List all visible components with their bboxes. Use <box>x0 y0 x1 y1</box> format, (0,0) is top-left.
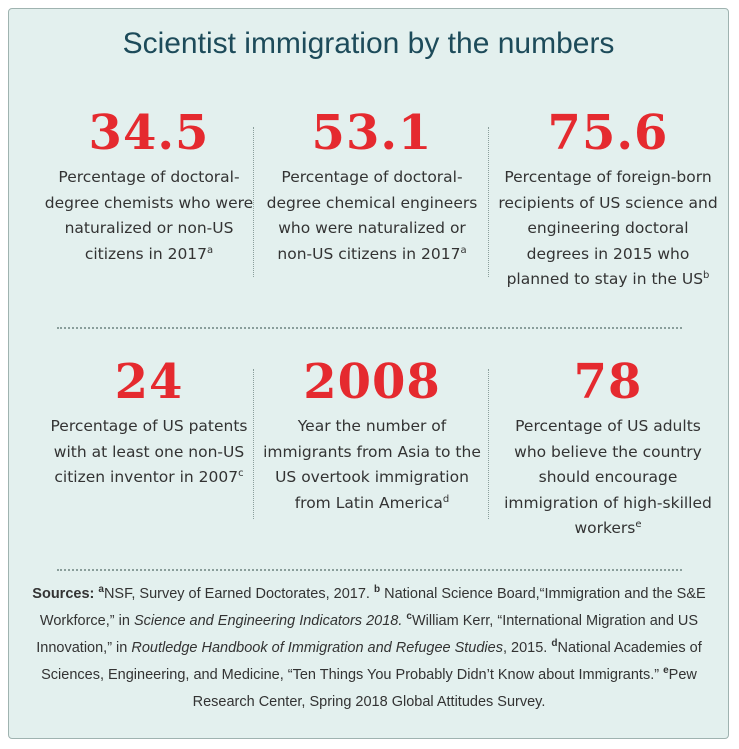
sources-note: Sources: aNSF, Survey of Earned Doctorat… <box>32 584 706 710</box>
row-divider <box>57 327 682 329</box>
stat-description: Percentage of doctoral-degree chemists w… <box>44 168 254 263</box>
stat-number: 24 <box>114 354 184 410</box>
footnote-marker: b <box>703 269 710 281</box>
stat-number: 53.1 <box>311 105 433 161</box>
stat-number: 2008 <box>303 354 441 410</box>
stat-number: 78 <box>573 354 643 410</box>
stat-1: 34.5 Percentage of doctoral-degree chemi… <box>39 107 259 267</box>
footnote-marker: a <box>207 244 214 256</box>
column-divider <box>488 127 489 277</box>
footnote-marker: c <box>238 467 244 479</box>
column-divider <box>253 369 254 519</box>
infographic-card: Scientist immigration by the numbers 34.… <box>8 8 729 739</box>
column-divider <box>488 369 489 519</box>
stat-description: Percentage of US adults who believe the … <box>504 417 712 537</box>
stat-number: 34.5 <box>88 105 210 161</box>
footnote-marker: a <box>460 244 467 256</box>
stat-description: Year the number of immigrants from Asia … <box>263 417 481 512</box>
stat-description: Percentage of doctoral-degree chemical e… <box>266 168 478 263</box>
stat-number: 75.6 <box>547 105 669 161</box>
stat-2: 53.1 Percentage of doctoral-degree chemi… <box>262 107 482 267</box>
column-divider <box>253 127 254 277</box>
infographic-title: Scientist immigration by the numbers <box>122 27 615 60</box>
sources-label: Sources: <box>32 586 95 602</box>
footnote-marker: d <box>442 493 450 505</box>
stat-5: 2008 Year the number of immigrants from … <box>262 356 482 516</box>
stat-description: Percentage of US patents with at least o… <box>50 417 248 486</box>
stat-description: Percentage of foreign-born recipients of… <box>498 168 718 288</box>
stat-4: 24 Percentage of US patents with at leas… <box>39 356 259 491</box>
sources-divider <box>57 569 682 571</box>
stat-6: 78 Percentage of US adults who believe t… <box>498 356 718 542</box>
stat-3: 75.6 Percentage of foreign-born recipien… <box>498 107 718 293</box>
footnote-marker: e <box>635 518 642 530</box>
